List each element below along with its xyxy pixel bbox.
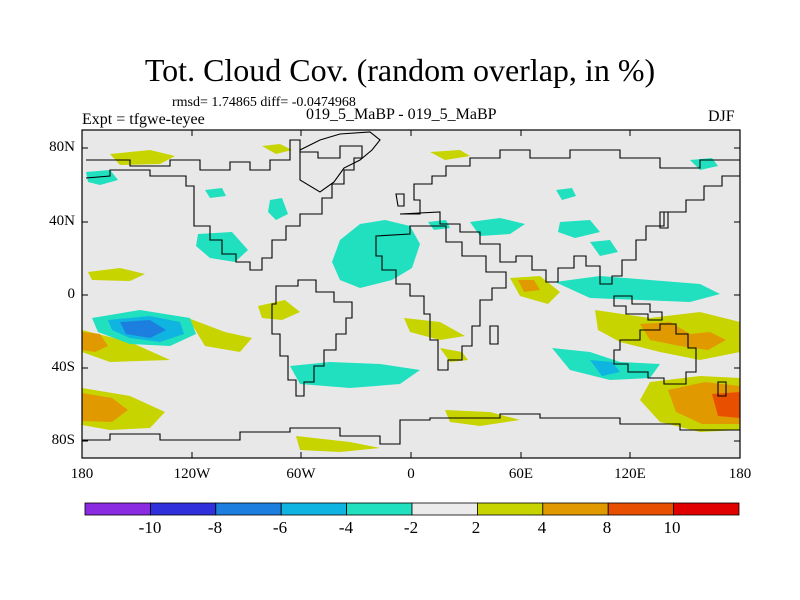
contour-neg-6 — [120, 320, 166, 338]
contour-pos-4 — [430, 150, 470, 160]
colorbar-label: 4 — [537, 518, 547, 537]
coastline-antarctica — [82, 413, 740, 445]
lon-label: 60W — [286, 466, 316, 482]
contour-neg-2 — [690, 158, 718, 170]
contour-pos-10 — [712, 392, 740, 418]
lon-label: 180 — [728, 466, 752, 482]
coastline-japan — [659, 211, 669, 229]
coastline-uk — [395, 193, 405, 207]
contour-pos-4 — [262, 144, 292, 154]
colorbar-box — [280, 502, 348, 516]
contour-pos-4 — [404, 318, 465, 340]
colorbar-box — [411, 502, 478, 516]
lat-label: 40S — [51, 359, 75, 375]
contour-neg-2 — [290, 362, 420, 388]
contour-neg-2 — [470, 218, 525, 236]
stats-line: rmsd= 1.74865 diff= -0.0474968 — [172, 95, 356, 110]
contour-pos-8 — [518, 280, 540, 292]
colorbar-box — [346, 502, 413, 516]
contour-neg-4 — [590, 360, 620, 376]
colorbar — [84, 502, 740, 516]
coastline-newzealand — [717, 381, 727, 397]
coastline-greenland — [299, 131, 381, 193]
lon-label: 120E — [614, 466, 646, 482]
contour-neg-2 — [556, 188, 576, 200]
contour-pos-4 — [440, 348, 468, 362]
contour-pos-4 — [110, 150, 175, 165]
lat-label: 0 — [67, 286, 76, 302]
colorbar-label: -4 — [338, 518, 354, 537]
case-label: 019_5_MaBP - 019_5_MaBP — [306, 106, 497, 123]
contour-neg-2 — [558, 220, 600, 238]
lon-label: 60E — [508, 466, 534, 482]
colorbar-box — [149, 502, 217, 516]
colorbar-box — [542, 502, 609, 516]
lon-label: 0 — [407, 466, 415, 482]
contour-pos-8 — [640, 322, 726, 350]
colorbar-box — [476, 502, 544, 516]
coastline-madagascar — [489, 325, 499, 345]
colorbar-box — [607, 502, 675, 516]
coastline-south-america — [271, 279, 353, 397]
contour-neg-2 — [555, 276, 720, 302]
lat-label: 40N — [49, 213, 75, 229]
colorbar-box — [215, 502, 282, 516]
colorbar-label: -10 — [138, 518, 162, 537]
coastlines — [82, 131, 740, 445]
lat-label: 80N — [49, 139, 75, 155]
season-label: DJF — [708, 108, 735, 125]
anomaly-field — [82, 131, 740, 452]
colorbar-box — [673, 502, 740, 516]
plot-title: Tot. Cloud Cov. (random overlap, in %) — [144, 52, 656, 88]
colorbar-label: 10 — [663, 518, 681, 537]
colorbar-label: -8 — [207, 518, 223, 537]
contour-neg-2 — [428, 220, 450, 230]
coastline-indonesia — [613, 295, 663, 321]
coastline-africa — [375, 225, 507, 371]
contour-pos-4 — [296, 436, 380, 452]
coastline-eurasia — [399, 149, 740, 285]
contour-pos-4 — [258, 300, 300, 320]
colorbar-label: -6 — [272, 518, 288, 537]
contour-pos-4 — [88, 268, 145, 281]
lon-label: 180 — [70, 466, 94, 482]
lon-label: 120W — [173, 466, 211, 482]
contour-neg-2 — [590, 240, 618, 256]
coastline-australia — [613, 323, 697, 385]
contour-neg-2 — [205, 188, 226, 198]
colorbar-box — [84, 502, 151, 516]
contour-pos-8 — [82, 332, 108, 352]
lat-label: 80S — [51, 432, 75, 448]
contour-pos-8 — [82, 393, 128, 422]
contour-pos-4 — [82, 330, 170, 362]
colorbar-label: 2 — [471, 518, 481, 537]
colorbar-label: -2 — [403, 518, 419, 537]
contour-pos-4 — [188, 318, 252, 352]
experiment-label: Expt = tfgwe-teyee — [82, 111, 205, 128]
contour-neg-2 — [268, 198, 288, 220]
colorbar-label: 8 — [602, 518, 612, 537]
axis-ticks — [82, 130, 740, 458]
coastline-north-america — [85, 139, 363, 271]
